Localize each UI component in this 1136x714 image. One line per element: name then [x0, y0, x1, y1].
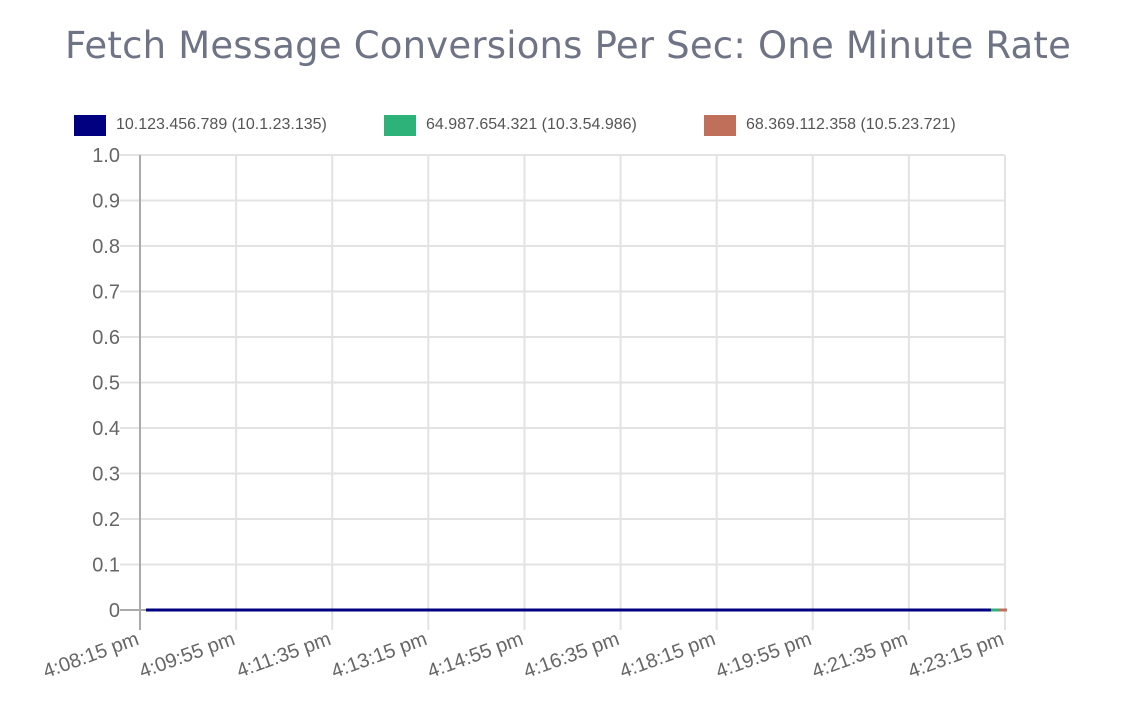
- gridlines: [120, 154, 1006, 630]
- y-tick-label: 0.9: [92, 191, 120, 213]
- legend-label: 64.987.654.321 (10.3.54.986): [426, 116, 637, 133]
- legend-label: 68.369.112.358 (10.5.23.721): [746, 116, 956, 133]
- legend-item-series-2[interactable]: 64.987.654.321 (10.3.54.986): [384, 114, 637, 136]
- x-tick-label: 4:13:15 pm: [328, 628, 430, 683]
- legend-item-series-3[interactable]: 68.369.112.358 (10.5.23.721): [704, 114, 956, 136]
- x-tick-label: 4:14:55 pm: [425, 628, 527, 683]
- chart-title: Fetch Message Conversions Per Sec: One M…: [64, 24, 1072, 67]
- y-tick-label: 0.7: [92, 282, 120, 304]
- y-tick-label: 0.8: [92, 236, 120, 258]
- y-tick-label: 0.5: [92, 373, 120, 395]
- y-tick-label: 0.6: [92, 327, 120, 349]
- legend-swatch-icon: [704, 114, 736, 136]
- legend-label: 10.123.456.789 (10.1.23.135): [116, 116, 327, 133]
- y-tick-label: 0.3: [92, 464, 120, 486]
- legend-swatch-icon: [74, 114, 106, 136]
- x-tick-label: 4:19:55 pm: [713, 628, 815, 683]
- x-tick-label: 4:18:15 pm: [617, 628, 719, 683]
- y-tick-label: 0.2: [92, 509, 120, 531]
- x-tick-label: 4:21:35 pm: [809, 628, 911, 683]
- x-axis-ticks: 4:08:15 pm4:09:55 pm4:11:35 pm4:13:15 pm…: [40, 628, 1007, 683]
- x-tick-label: 4:16:35 pm: [521, 628, 623, 683]
- x-tick-label: 4:11:35 pm: [234, 628, 334, 682]
- x-tick-label: 4:08:15 pm: [40, 628, 142, 683]
- legend-item-series-1[interactable]: 10.123.456.789 (10.1.23.135): [74, 114, 327, 136]
- x-tick-label: 4:09:55 pm: [136, 628, 238, 683]
- y-tick-label: 0.4: [92, 418, 120, 440]
- legend-swatch-icon: [384, 114, 416, 136]
- y-tick-label: 0: [109, 600, 120, 622]
- chart-legend: 10.123.456.789 (10.1.23.135) 64.987.654.…: [0, 114, 1136, 138]
- x-tick-label: 4:23:15 pm: [905, 628, 1007, 683]
- y-tick-label: 0.1: [92, 555, 120, 577]
- y-axis-ticks: 1.0 0.9 0.8 0.7 0.6 0.5 0.4 0.3 0.2 0.1 0: [92, 145, 120, 622]
- y-tick-label: 1.0: [92, 145, 120, 167]
